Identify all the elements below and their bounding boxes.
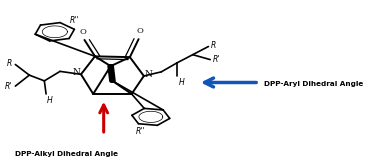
Text: DPP-Aryl Dihedral Angle: DPP-Aryl Dihedral Angle — [264, 81, 364, 87]
Text: R'': R'' — [70, 16, 79, 25]
Text: N: N — [144, 70, 152, 79]
Text: R': R' — [213, 55, 220, 64]
Text: R'': R'' — [135, 127, 145, 136]
Text: H: H — [47, 96, 53, 105]
Text: R: R — [7, 59, 12, 68]
Text: O: O — [137, 27, 144, 35]
Text: R: R — [211, 41, 217, 50]
Text: H: H — [179, 78, 184, 87]
Text: O: O — [79, 28, 86, 36]
Text: R': R' — [5, 82, 12, 91]
Text: N: N — [73, 68, 81, 77]
Text: DPP-Alkyl Dihedral Angle: DPP-Alkyl Dihedral Angle — [15, 151, 118, 157]
